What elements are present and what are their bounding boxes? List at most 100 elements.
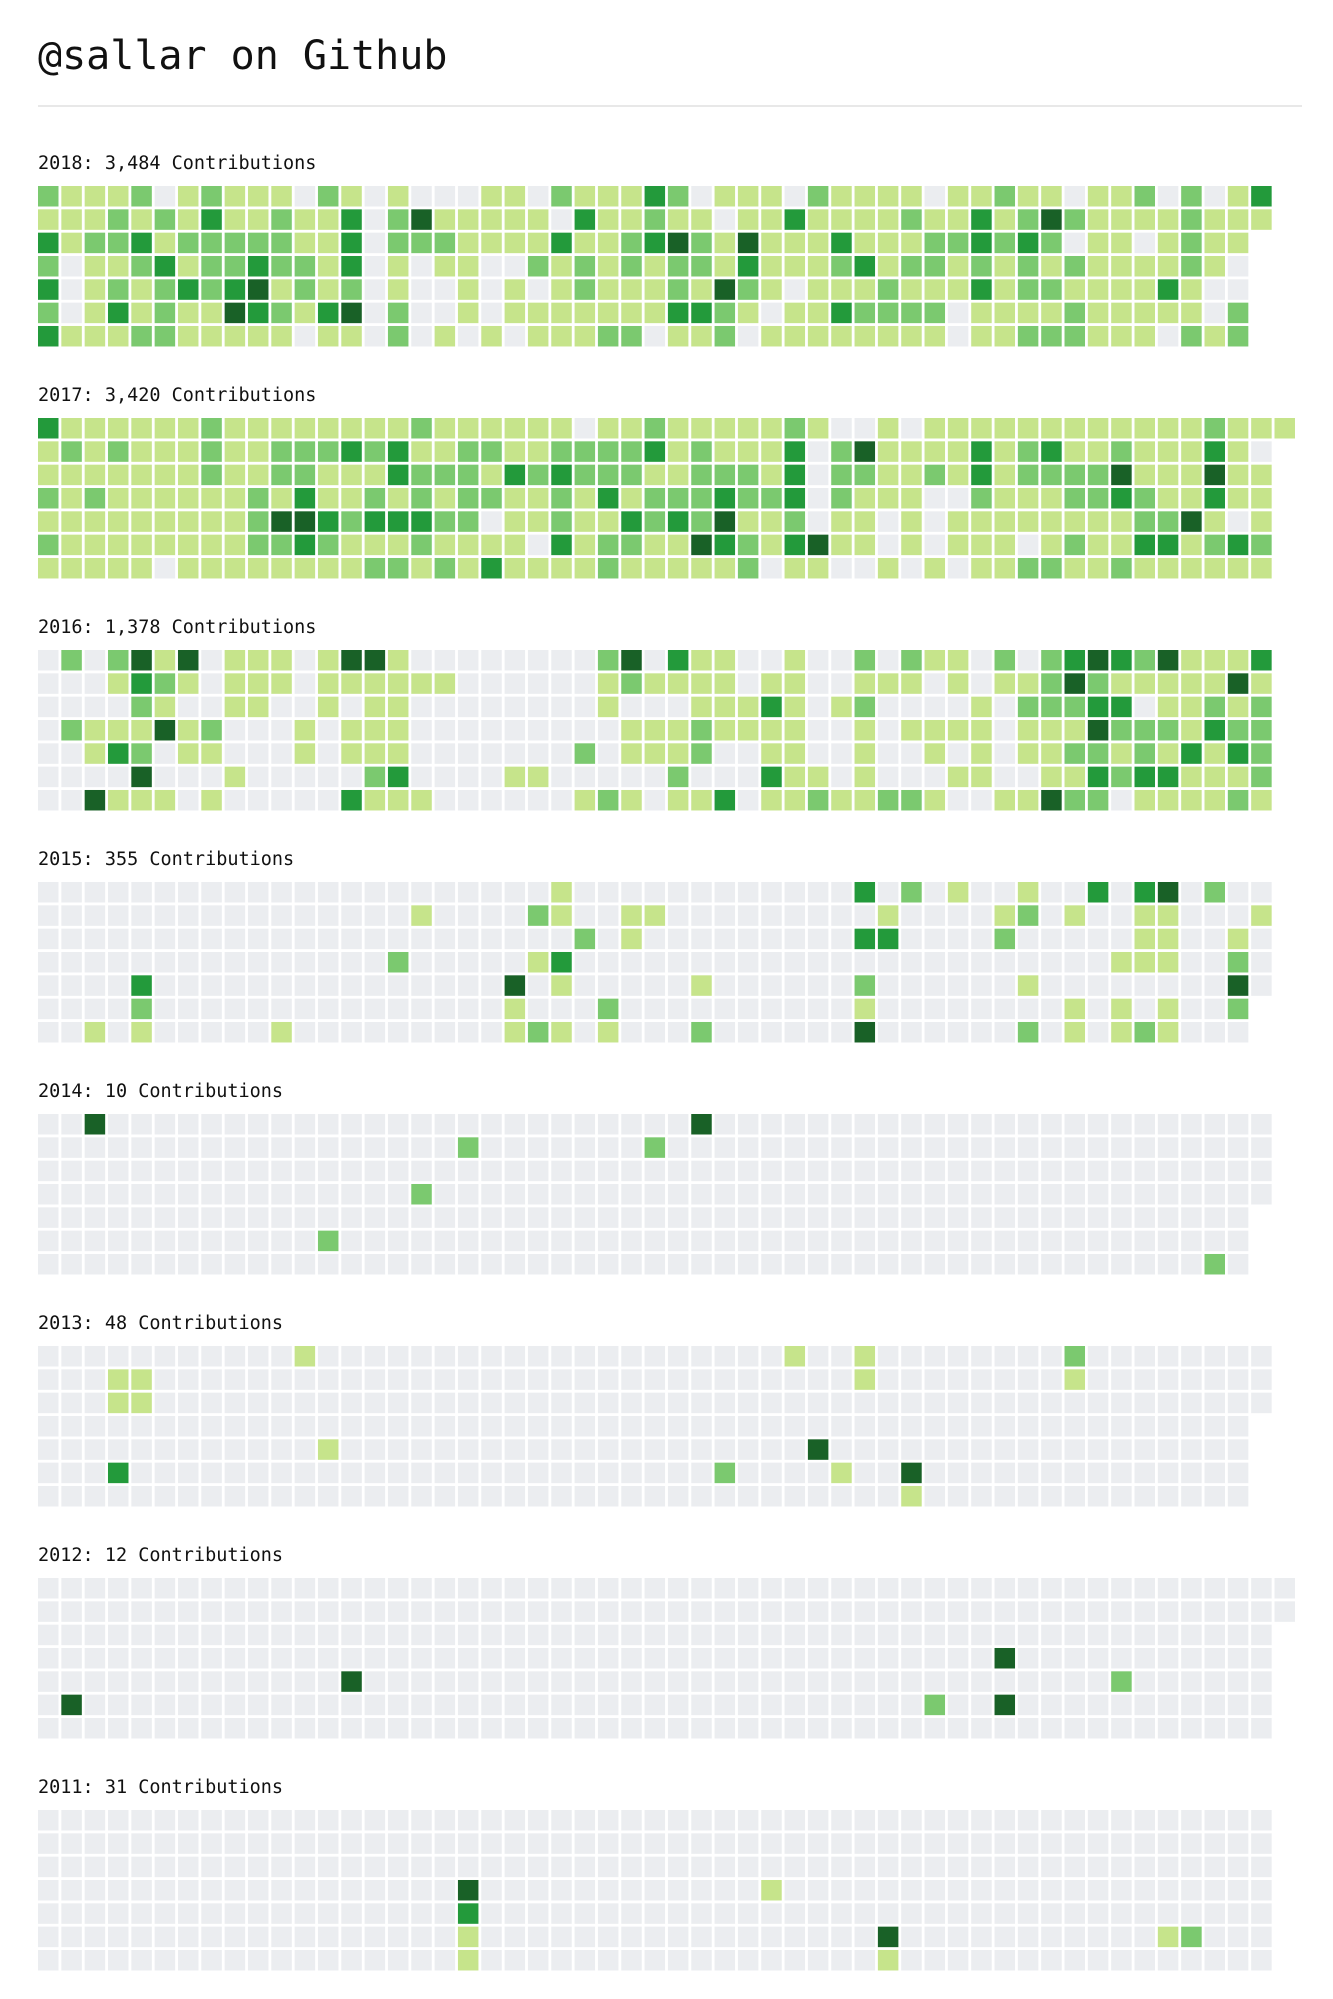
contribution-cell	[691, 719, 712, 741]
contribution-cell	[1204, 975, 1225, 996]
contribution-cell	[38, 1346, 59, 1367]
contribution-cell	[154, 1021, 176, 1043]
contribution-cell	[38, 743, 59, 764]
contribution-cell	[154, 928, 176, 950]
contribution-cell	[107, 325, 129, 347]
contribution-cell	[317, 1439, 339, 1460]
contribution-cell	[574, 1949, 596, 1971]
contribution-cell	[341, 487, 362, 509]
contribution-cell	[621, 1926, 642, 1948]
contribution-cell	[177, 511, 199, 532]
contribution-cell	[971, 696, 992, 718]
contribution-cell	[1041, 1903, 1062, 1924]
contribution-cell	[527, 511, 549, 532]
contribution-cell	[1181, 650, 1202, 671]
contribution-cell	[387, 951, 409, 973]
contribution-cell	[61, 1624, 82, 1646]
contribution-cell	[1204, 1207, 1225, 1228]
contribution-cell	[294, 696, 316, 718]
contribution-cell	[597, 1833, 619, 1854]
contribution-cell	[527, 1415, 549, 1437]
contribution-cell	[924, 1578, 946, 1599]
contribution-cell	[901, 1392, 922, 1414]
contribution-cell	[644, 255, 666, 277]
contribution-cell	[1111, 1114, 1132, 1135]
contribution-cell	[924, 719, 946, 741]
contribution-cell	[457, 789, 479, 811]
contribution-cell	[131, 1810, 152, 1831]
contribution-cell	[621, 534, 642, 556]
contribution-cell	[1111, 1694, 1132, 1716]
contribution-cell	[317, 1346, 339, 1367]
contribution-cell	[901, 1949, 922, 1971]
contribution-cell	[1017, 1833, 1039, 1854]
contribution-cell	[387, 557, 409, 579]
contribution-cell	[737, 1903, 759, 1924]
contribution-cell	[761, 1671, 782, 1692]
contribution-cell	[551, 325, 572, 347]
contribution-cell	[1087, 1601, 1109, 1622]
contribution-cell	[644, 441, 666, 462]
contribution-cell	[1017, 418, 1039, 439]
contribution-cell	[784, 789, 806, 811]
contribution-cell	[177, 719, 199, 741]
contribution-cell	[107, 209, 129, 230]
contribution-cell	[1064, 1369, 1086, 1390]
contribution-cell	[854, 1903, 876, 1924]
contribution-cell	[1157, 1160, 1179, 1182]
contribution-cell	[224, 209, 246, 230]
contribution-cell	[971, 232, 992, 254]
contribution-cell	[597, 1369, 619, 1390]
contribution-cell	[201, 1903, 222, 1924]
contribution-cell	[1157, 1415, 1179, 1437]
contribution-cell	[154, 557, 176, 579]
contribution-cell	[1041, 1369, 1062, 1390]
contribution-cell	[551, 696, 572, 718]
contribution-cell	[691, 487, 712, 509]
contribution-cell	[784, 186, 806, 207]
contribution-cell	[1111, 232, 1132, 254]
contribution-cell	[201, 209, 222, 230]
contribution-cell	[1087, 1137, 1109, 1158]
contribution-cell	[504, 1717, 526, 1739]
contribution-cell	[1041, 418, 1062, 439]
contribution-cell	[714, 487, 736, 509]
contribution-cell	[107, 1415, 129, 1437]
contribution-cell	[247, 186, 269, 207]
contribution-cell	[61, 1160, 82, 1182]
contribution-cell	[1251, 1160, 1272, 1182]
contribution-cell	[1227, 1949, 1249, 1971]
contribution-cell	[551, 1903, 572, 1924]
contribution-cell	[1017, 1230, 1039, 1252]
contribution-cell	[901, 951, 922, 973]
contribution-cell	[201, 719, 222, 741]
contribution-cell	[1064, 534, 1086, 556]
contribution-cell	[247, 534, 269, 556]
contribution-cell	[61, 232, 82, 254]
contribution-cell	[994, 1717, 1016, 1739]
contribution-cell	[947, 766, 969, 788]
contribution-cell	[341, 650, 362, 671]
contribution-cell	[201, 1207, 222, 1228]
contribution-cell	[1064, 325, 1086, 347]
contribution-cell	[1134, 673, 1156, 694]
contribution-cell	[994, 186, 1016, 207]
contribution-cell	[38, 441, 59, 462]
contribution-cell	[807, 464, 829, 486]
contribution-cell	[901, 1114, 922, 1135]
contribution-cell	[387, 1462, 409, 1484]
contribution-cell	[831, 1856, 852, 1878]
contribution-cell	[597, 511, 619, 532]
contribution-cell	[271, 1160, 292, 1182]
contribution-cell	[551, 1856, 572, 1878]
contribution-cell	[1181, 1717, 1202, 1739]
contribution-cell	[947, 928, 969, 950]
contribution-cell	[154, 696, 176, 718]
contribution-cell	[411, 1671, 432, 1692]
contribution-cell	[177, 1903, 199, 1924]
year-label: 2018: 3,484 Contributions	[38, 153, 316, 174]
contribution-cell	[551, 511, 572, 532]
contribution-cell	[761, 1369, 782, 1390]
contribution-cell	[481, 1253, 502, 1275]
contribution-cell	[1017, 1137, 1039, 1158]
